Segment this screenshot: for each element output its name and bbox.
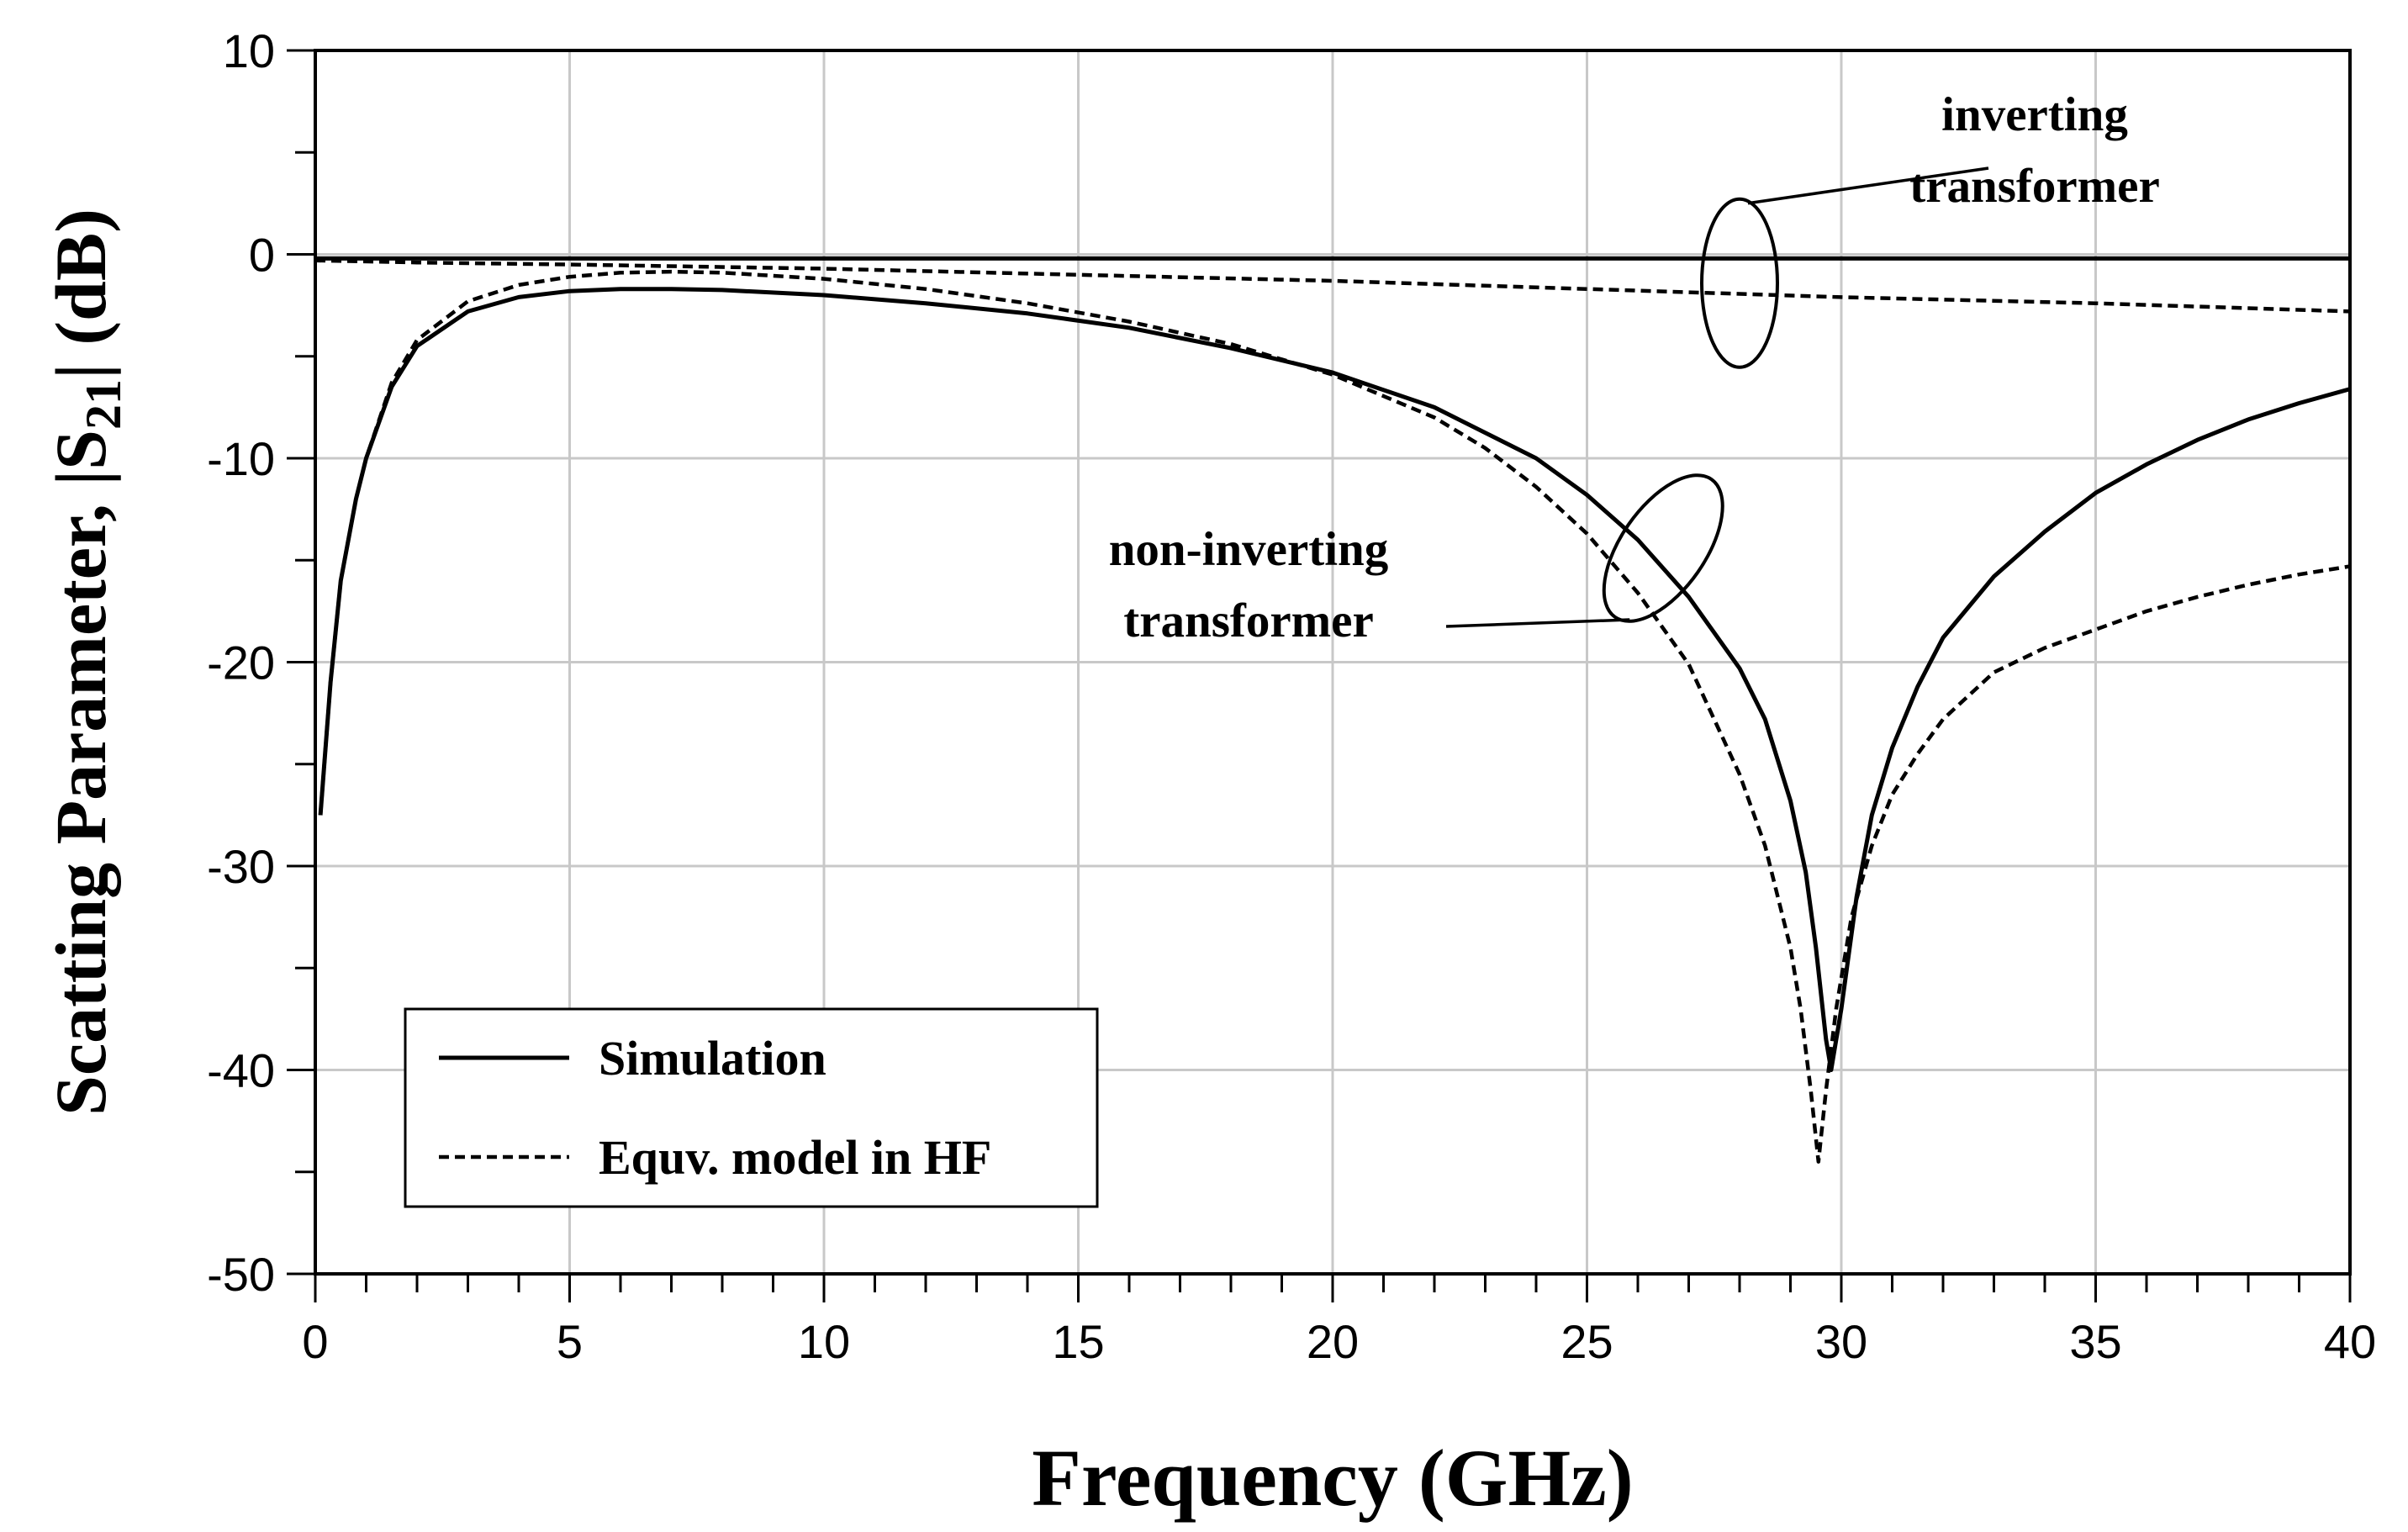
y-tick-label: -50: [207, 1248, 275, 1301]
series-line: [314, 258, 2351, 314]
x-tick-label: 15: [1052, 1315, 1104, 1368]
annotation-inverting-line1: inverting: [1941, 88, 2128, 141]
annotation-noninverting-leader: [1445, 618, 1630, 628]
annotation-noninverting-ellipse: [1602, 473, 1724, 623]
legend-box: [404, 1007, 1099, 1208]
annotation-inverting-leader: [1747, 166, 1989, 205]
y-tick-label: -30: [207, 840, 275, 893]
y-tick-label: -10: [207, 432, 275, 485]
y-axis-title-subscript: 21: [76, 379, 131, 430]
annotation-noninverting-line1: non-inverting: [1109, 523, 1389, 576]
x-tick-label: 30: [1815, 1315, 1867, 1368]
tick-labels: 0 5 10 15 20 25 30 35 40 10 0 -10 -20 -30 -40 -50: [207, 24, 2376, 1368]
x-axis-title: Frequency (GHz): [1032, 1433, 1633, 1523]
legend-label: Simulation: [599, 1031, 826, 1086]
x-tick-label: 40: [2324, 1315, 2376, 1368]
y-tick-label: -40: [207, 1044, 275, 1097]
y-tick-label: 0: [249, 229, 275, 282]
y-tick-label: 10: [223, 24, 275, 77]
series-line: [318, 269, 2351, 1164]
x-tick-label: 10: [798, 1315, 850, 1368]
y-tick-label: -20: [207, 637, 275, 689]
annotations: inverting transformer non-inverting transfo…: [1109, 88, 2160, 647]
legend-label: Equv. model in HF: [599, 1130, 991, 1185]
x-tick-label: 35: [2069, 1315, 2121, 1368]
series-line: [318, 287, 2351, 1072]
x-tick-label: 25: [1560, 1315, 1613, 1368]
series-layer: [314, 256, 2351, 1164]
y-axis-title-main: Scatting Parameter, |S: [40, 430, 121, 1116]
annotation-inverting-ellipse: [1700, 197, 1779, 369]
annotation-noninverting-line2: transformer: [1123, 594, 1374, 647]
annotation-inverting-line2: transformer: [1909, 160, 2160, 213]
x-tick-label: 5: [557, 1315, 583, 1368]
axis-ticks: [287, 49, 2352, 1302]
x-tick-label: 0: [302, 1315, 328, 1368]
y-axis-title: Scatting Parameter, |S21| (dB): [40, 209, 131, 1116]
legend: Simulation Equv. model in HF: [404, 1007, 1099, 1208]
x-tick-label: 20: [1307, 1315, 1359, 1368]
y-axis-title-end: | (dB): [40, 209, 121, 379]
